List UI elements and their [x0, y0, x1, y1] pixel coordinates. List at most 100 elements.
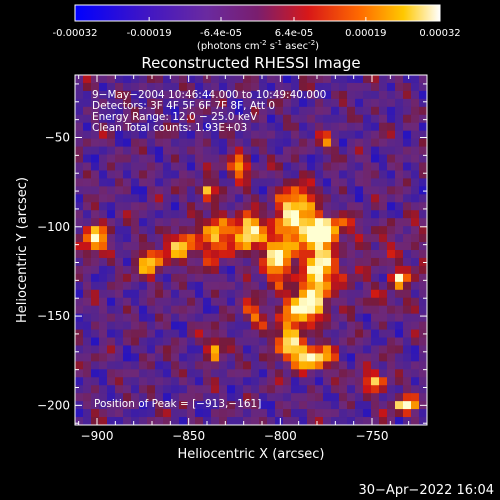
heatmap-cell	[363, 194, 372, 203]
heatmap-cell	[267, 250, 276, 259]
heatmap-cell	[227, 186, 236, 195]
heatmap-cell	[227, 75, 236, 84]
heatmap-cell	[331, 337, 340, 346]
heatmap-cell	[371, 393, 380, 402]
heatmap-cell	[163, 281, 172, 291]
heatmap-cell	[251, 321, 260, 330]
heatmap-cell	[155, 385, 164, 394]
heatmap-cell	[411, 337, 420, 346]
heatmap-cell	[155, 345, 164, 354]
heatmap-cell	[99, 106, 108, 116]
heatmap-cell	[395, 106, 404, 116]
heatmap-cell	[123, 242, 132, 251]
heatmap-cell	[155, 146, 164, 155]
heatmap-cell	[75, 273, 84, 283]
heatmap-cell	[187, 409, 196, 418]
heatmap-cell	[107, 273, 116, 283]
heatmap-cell	[227, 98, 236, 108]
heatmap-cell	[395, 401, 404, 410]
heatmap-cell	[107, 130, 116, 140]
heatmap-cell	[163, 75, 172, 84]
heatmap-cell	[275, 401, 284, 410]
heatmap-cell	[115, 265, 124, 275]
heatmap-cell	[347, 361, 356, 370]
heatmap-cell	[163, 361, 172, 370]
heatmap-cell	[283, 130, 292, 140]
heatmap-cell	[131, 265, 140, 275]
heatmap-cell	[139, 289, 148, 299]
heatmap-cell	[395, 353, 404, 362]
heatmap-cell	[147, 401, 156, 410]
heatmap-cell	[171, 305, 180, 315]
heatmap-cell	[387, 114, 396, 124]
heatmap-cell	[395, 377, 404, 386]
heatmap-cell	[211, 377, 220, 386]
heatmap-cell	[91, 305, 100, 315]
heatmap-cell	[355, 250, 364, 259]
heatmap-cell	[115, 154, 124, 163]
heatmap-cell	[243, 281, 252, 291]
heatmap-cell	[347, 194, 356, 203]
heatmap-cell	[315, 417, 324, 425]
heatmap-cell	[267, 281, 276, 291]
heatmap-cell	[227, 353, 236, 362]
heatmap-cell	[203, 385, 212, 394]
heatmap-cell	[179, 162, 188, 171]
heatmap-cell	[395, 321, 404, 330]
heatmap-cell	[139, 90, 148, 100]
heatmap-cell	[91, 82, 100, 92]
heatmap-cell	[363, 82, 372, 92]
heatmap-cell	[179, 289, 188, 299]
heatmap-cell	[283, 337, 292, 346]
heatmap-cell	[227, 257, 236, 267]
heatmap-cell	[363, 305, 372, 315]
heatmap-cell	[179, 409, 188, 418]
heatmap-cell	[299, 114, 308, 124]
heatmap-cell	[371, 154, 380, 163]
heatmap-cell	[411, 106, 420, 116]
heatmap-cell	[235, 218, 244, 227]
heatmap-cell	[235, 146, 244, 155]
heatmap-cell	[83, 130, 92, 140]
heatmap-cell	[123, 106, 132, 116]
heatmap-cell	[419, 202, 427, 211]
heatmap-cell	[195, 305, 204, 315]
heatmap-cell	[347, 337, 356, 346]
heatmap-cell	[75, 75, 84, 84]
heatmap-cell	[331, 138, 340, 147]
heatmap-cell	[131, 250, 140, 259]
heatmap-cell	[251, 154, 260, 163]
heatmap-cell	[235, 202, 244, 211]
heatmap-cell	[243, 218, 252, 227]
heatmap-cell	[235, 353, 244, 362]
heatmap-cell	[91, 361, 100, 370]
heatmap-cell	[371, 202, 380, 211]
heatmap-cell	[299, 377, 308, 386]
colorbar-tick-label: -0.00019	[127, 28, 172, 39]
heatmap-cell	[91, 385, 100, 394]
heatmap-cell	[163, 242, 172, 251]
heatmap-cell	[235, 417, 244, 425]
heatmap-cell	[75, 138, 84, 147]
heatmap-cell	[171, 234, 180, 243]
heatmap-cell	[251, 377, 260, 386]
heatmap-cell	[291, 337, 300, 346]
heatmap-cell	[203, 130, 212, 140]
heatmap-cell	[179, 242, 188, 251]
heatmap-cell	[155, 297, 164, 307]
heatmap-cell	[363, 257, 372, 267]
heatmap-cell	[323, 417, 332, 425]
heatmap-cell	[115, 369, 124, 378]
heatmap-cell	[339, 162, 348, 171]
heatmap-cell	[339, 337, 348, 346]
footer-date: 30−Apr−2022 16:04	[359, 483, 495, 498]
heatmap-cell	[331, 242, 340, 251]
heatmap-cell	[363, 218, 372, 227]
heatmap-cell	[107, 329, 116, 338]
heatmap-cell	[187, 265, 196, 275]
heatmap-cell	[211, 337, 220, 346]
heatmap-cell	[187, 273, 196, 283]
heatmap-cell	[123, 353, 132, 362]
heatmap-cell	[347, 130, 356, 140]
heatmap-cell	[91, 186, 100, 195]
